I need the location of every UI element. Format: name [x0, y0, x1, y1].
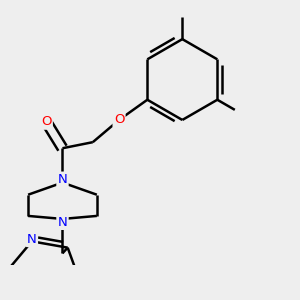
Text: N: N: [58, 173, 68, 186]
Text: O: O: [114, 113, 124, 127]
Text: N: N: [27, 233, 37, 246]
Text: O: O: [41, 116, 52, 128]
Text: N: N: [14, 299, 24, 300]
Text: N: N: [58, 216, 68, 229]
